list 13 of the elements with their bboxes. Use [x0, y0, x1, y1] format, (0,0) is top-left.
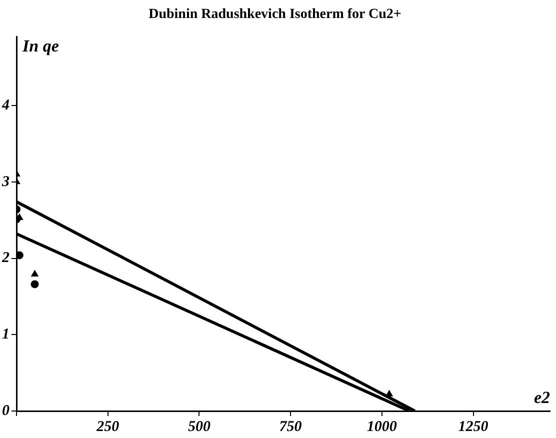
chart-title: Dubinin Radushkevich Isotherm for Cu2+	[148, 7, 402, 22]
x-tick-label: 1000	[366, 418, 398, 435]
y-tick-label: 4	[1, 97, 10, 114]
x-tick-label: 750	[279, 418, 302, 435]
x-tick-label: 500	[188, 418, 211, 435]
x-axis-title: e2	[534, 388, 550, 407]
y-tick-label: 0	[2, 402, 10, 419]
x-tick-label: 250	[96, 418, 120, 435]
y-tick-label: 1	[2, 326, 10, 343]
y-axis-title: In qe	[22, 36, 60, 56]
x-tick-label: 1250	[458, 418, 489, 435]
y-tick-label: 2	[1, 250, 10, 266]
y-tick-label: 3	[1, 174, 10, 190]
